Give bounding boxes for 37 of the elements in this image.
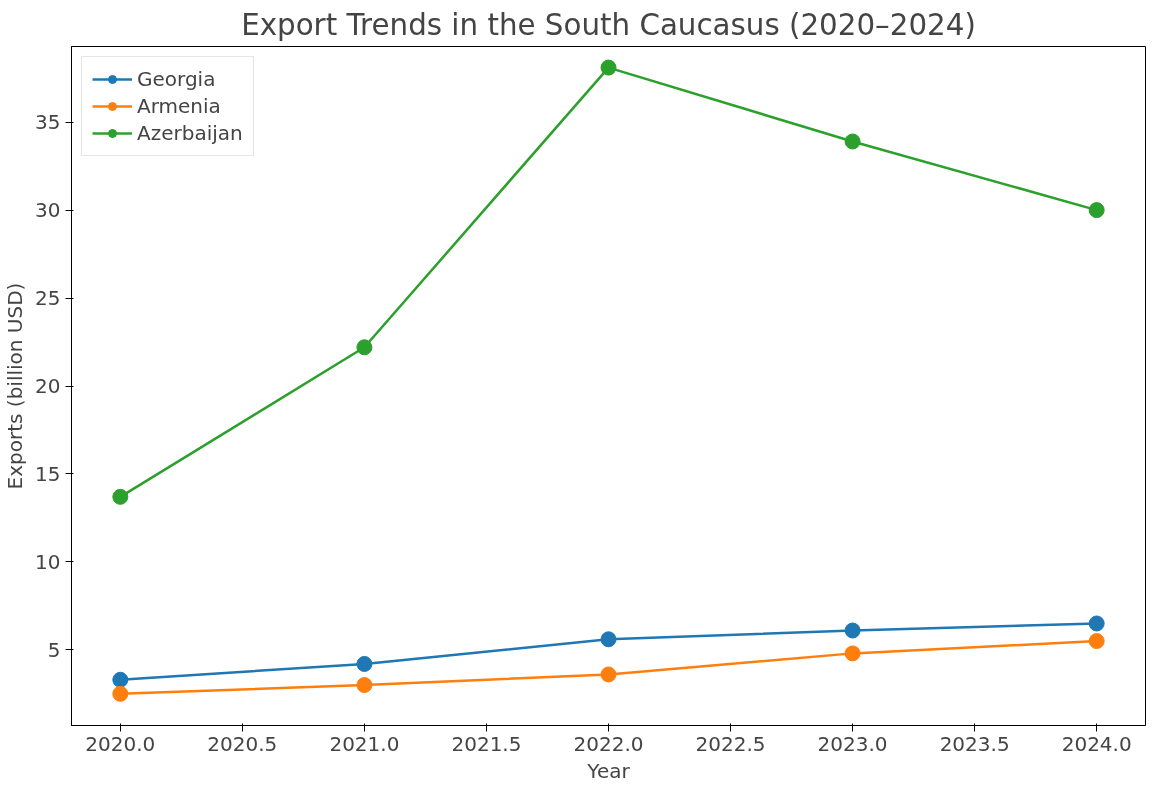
x-tick-label: 2023.0: [817, 731, 888, 756]
point: [112, 488, 129, 505]
y-tick-label: 20: [35, 374, 61, 398]
point: [1088, 615, 1105, 632]
y-tick-label: 10: [35, 549, 61, 574]
x-tick-label: 2021.5: [451, 731, 522, 756]
legend-label: Armenia: [137, 94, 221, 118]
x-tick-label: 2024.0: [1061, 731, 1132, 756]
y-tick-label: 15: [35, 461, 61, 486]
point: [600, 631, 617, 648]
point: [1088, 633, 1105, 650]
x-tick-label: 2020.5: [207, 731, 278, 756]
point: [112, 685, 129, 702]
point: [356, 677, 373, 694]
x-tick-label: 2022.5: [695, 731, 766, 756]
x-tick-label: 2020.0: [85, 731, 156, 756]
point: [356, 339, 373, 356]
x-tick-label: 2022.0: [573, 731, 644, 756]
point: [600, 666, 617, 683]
point: [844, 622, 861, 639]
point: [112, 671, 129, 688]
legend-label: Georgia: [137, 67, 216, 91]
y-axis-title: Exports (billion USD): [3, 282, 28, 490]
y-tick-label: 35: [35, 110, 61, 135]
point: [844, 645, 861, 662]
point: [600, 59, 617, 76]
point: [1088, 202, 1105, 219]
x-tick-label: 2021.0: [329, 731, 400, 756]
y-tick-label: 5: [47, 637, 61, 662]
x-tick-label: 2023.5: [939, 731, 1010, 756]
point: [844, 133, 861, 150]
legend-label: Azerbaijan: [137, 121, 243, 145]
x-axis-title: Year: [586, 758, 631, 783]
y-tick-label: 25: [35, 286, 61, 311]
point: [356, 655, 373, 672]
y-tick-label: 30: [35, 198, 61, 223]
chart-title: Export Trends in the South Caucasus (2020–2024): [241, 7, 976, 42]
